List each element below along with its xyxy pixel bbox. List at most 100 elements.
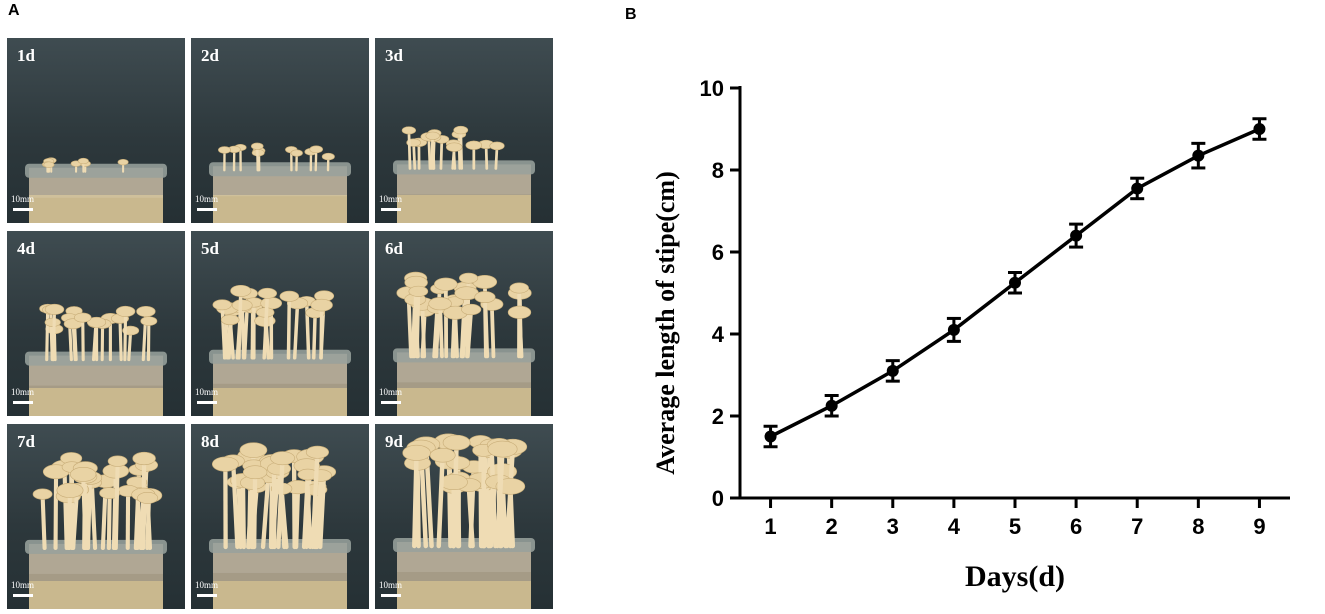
mushroom-stipe (293, 484, 301, 550)
mushroom-cap (115, 305, 136, 317)
mushroom-cap (439, 474, 468, 490)
x-tick-label: 4 (948, 514, 961, 539)
x-tick-label: 3 (887, 514, 899, 539)
mushroom-cap (70, 467, 97, 482)
mushroom-stipe (45, 307, 50, 362)
mushroom-cap (251, 142, 264, 150)
mushroom-stipe (276, 456, 285, 550)
mushroom-cap (290, 149, 303, 157)
mushroom-stipe (430, 134, 435, 170)
scale-bar (13, 208, 33, 211)
mushroom-stipe (66, 488, 73, 550)
day-label: 1d (17, 46, 35, 65)
jar-substrate (29, 195, 163, 223)
scale-label: 10mm (11, 580, 35, 590)
x-tick-label: 8 (1192, 514, 1204, 539)
mushroom-stipe (127, 329, 133, 362)
mushroom-cap (137, 492, 159, 504)
y-tick-label: 10 (700, 76, 724, 101)
mushroom-photo-grid: 1d 10mm 2d 10mm 3d 10mm 4d 10mm 5d 10mm … (7, 38, 553, 609)
mushroom-cap (408, 285, 429, 297)
scale-bar (13, 401, 33, 404)
mushroom-cap (279, 290, 300, 302)
mushroom-jar-image (209, 442, 351, 609)
mushroom-stipe (220, 303, 227, 360)
mushroom-stipe (439, 137, 444, 170)
scale-bar (197, 208, 217, 211)
mushroom-cap (86, 316, 107, 328)
mushroom-stipe (420, 301, 427, 359)
mushroom-stipe (466, 482, 475, 549)
data-point (1253, 123, 1266, 135)
jar-reflection (213, 176, 347, 197)
mushroom-stipe (113, 459, 120, 550)
mushroom-cap (44, 303, 65, 315)
mushroom-stipe (145, 495, 153, 550)
jar-reflection (29, 177, 163, 198)
scale-bar (13, 594, 33, 597)
x-tick-label: 1 (764, 514, 776, 539)
photo-tile-day-6: 6d 10mm (375, 231, 553, 416)
mushroom-stipe (427, 135, 432, 170)
mushroom-stipe (106, 491, 112, 550)
y-tick-label: 2 (712, 404, 724, 429)
photo-tile-day-4: 4d 10mm (7, 231, 185, 416)
mushroom-cap (465, 140, 483, 150)
jar-reflection (397, 174, 531, 195)
mushroom-stipe (312, 310, 317, 360)
mushroom-stipe (71, 322, 77, 362)
scale-bar (197, 401, 217, 404)
mushroom-cap (402, 444, 431, 461)
mushroom-stipe (71, 487, 80, 550)
scale-label: 10mm (11, 387, 35, 397)
mushroom-cap (99, 487, 121, 499)
mushroom-stipe (228, 318, 235, 360)
photo-tile-day-9: 9d 10mm (375, 424, 553, 609)
day-label: 2d (201, 46, 219, 65)
day-label: 8d (201, 432, 219, 451)
x-axis-label: Days(d) (965, 560, 1065, 593)
mushroom-stipe (236, 479, 243, 550)
jar-substrate (29, 388, 163, 416)
mushroom-jar-image (209, 284, 351, 416)
mushroom-cap (211, 456, 239, 472)
mushroom-cap (32, 488, 53, 500)
mushroom-stipe (85, 475, 93, 550)
mushroom-stipe (51, 307, 57, 362)
scale-label: 10mm (195, 194, 219, 204)
mushroom-cap (305, 445, 329, 459)
data-point (886, 364, 899, 377)
jar-reflection (213, 363, 347, 384)
scale-label: 10mm (11, 194, 35, 204)
y-tick-label: 0 (712, 486, 724, 511)
mushroom-cap (429, 447, 456, 463)
mushroom-jar-image (393, 271, 535, 416)
mushroom-cap (242, 465, 268, 480)
scale-label: 10mm (379, 387, 403, 397)
mushroom-stipe (89, 480, 98, 550)
mushroom-cap (425, 131, 440, 140)
mushroom-jar-image (25, 303, 167, 416)
mushroom-cap (459, 272, 479, 284)
jar-reflection (397, 362, 531, 383)
mushroom-cap (509, 282, 529, 294)
mushroom-jar-image (25, 157, 167, 223)
mushroom-stipe (118, 316, 123, 362)
day-label: 9d (385, 432, 403, 451)
mushroom-stipe (319, 303, 324, 360)
mushroom-cap (461, 303, 482, 316)
photo-tile-day-8: 8d 10mm (191, 424, 369, 609)
jar-substrate (397, 581, 531, 609)
mushroom-stipe (407, 128, 412, 170)
scale-bar (381, 594, 401, 597)
mushroom-cap (428, 297, 452, 311)
mushroom-cap (218, 146, 232, 154)
scale-bar (381, 401, 401, 404)
mushroom-stipe (465, 307, 474, 359)
scale-bar (381, 208, 401, 211)
mushroom-cap (507, 305, 532, 319)
mushroom-stipe (260, 473, 271, 550)
mushroom-stipe (40, 492, 47, 550)
mushroom-cap (257, 287, 277, 299)
mushroom-stipe (489, 442, 498, 549)
